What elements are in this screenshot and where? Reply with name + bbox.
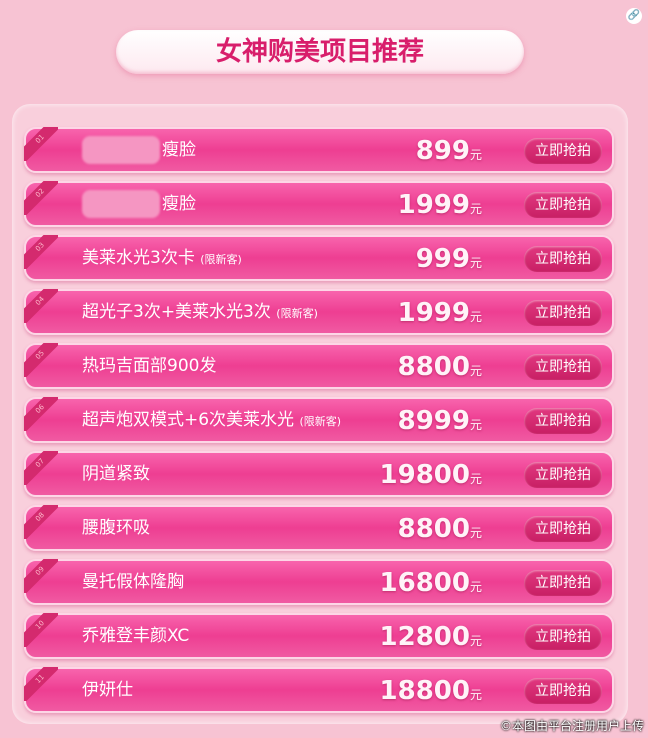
grab-now-button[interactable]: 立即抢拍 <box>524 192 602 218</box>
project-row[interactable]: 09 曼托假体隆胸 16800元 立即抢拍 <box>24 559 614 605</box>
rank-number: 09 <box>24 559 58 593</box>
rank-number: 04 <box>24 289 58 323</box>
rank-ribbon: 05 <box>24 343 58 377</box>
rank-ribbon: 07 <box>24 451 58 485</box>
project-row[interactable]: 04 超光子3次+美莱水光3次 (限新客) 1999元 立即抢拍 <box>24 289 614 335</box>
rank-number: 03 <box>24 235 58 269</box>
rank-ribbon: 08 <box>24 505 58 539</box>
price: 8800元 <box>397 514 482 544</box>
price: 16800元 <box>379 568 482 598</box>
rank-ribbon: 02 <box>24 181 58 215</box>
grab-now-button[interactable]: 立即抢拍 <box>524 570 602 596</box>
grab-now-button[interactable]: 立即抢拍 <box>524 408 602 434</box>
rank-ribbon: 10 <box>24 613 58 647</box>
price: 1999元 <box>397 190 482 220</box>
project-name: 乔雅登丰颜XC <box>82 626 190 646</box>
grab-now-button[interactable]: 立即抢拍 <box>524 138 602 164</box>
project-name: 瘦脸 <box>82 129 196 171</box>
project-name: 伊妍仕 <box>82 680 133 700</box>
rank-ribbon: 03 <box>24 235 58 269</box>
project-row[interactable]: 07 阴道紧致 19800元 立即抢拍 <box>24 451 614 497</box>
rank-number: 02 <box>24 181 58 215</box>
grab-now-button[interactable]: 立即抢拍 <box>524 678 602 704</box>
rank-number: 06 <box>24 397 58 431</box>
rank-number: 11 <box>24 667 58 701</box>
price: 19800元 <box>379 460 482 490</box>
rank-number: 08 <box>24 505 58 539</box>
rank-number: 07 <box>24 451 58 485</box>
watermark: ©本图由平台注册用户上传 <box>499 719 644 733</box>
project-name: 曼托假体隆胸 <box>82 572 184 592</box>
price: 899元 <box>415 136 482 166</box>
project-note: (限新客) <box>299 415 342 428</box>
project-note: (限新客) <box>200 253 242 266</box>
grab-now-button[interactable]: 立即抢拍 <box>524 246 602 272</box>
project-name: 热玛吉面部900发 <box>82 356 217 376</box>
grab-now-button[interactable]: 立即抢拍 <box>524 516 602 542</box>
project-row[interactable]: 01 瘦脸 899元 立即抢拍 <box>24 127 614 173</box>
project-name: 超声炮双模式+6次美莱水光 (限新客) <box>82 410 342 430</box>
rank-ribbon: 09 <box>24 559 58 593</box>
grab-now-button[interactable]: 立即抢拍 <box>524 300 602 326</box>
project-row[interactable]: 05 热玛吉面部900发 8800元 立即抢拍 <box>24 343 614 389</box>
project-row[interactable]: 11 伊妍仕 18800元 立即抢拍 <box>24 667 614 713</box>
project-name: 美莱水光3次卡 (限新客) <box>82 248 242 268</box>
price: 18800元 <box>379 676 482 706</box>
project-name: 超光子3次+美莱水光3次 (限新客) <box>82 302 318 322</box>
project-name: 阴道紧致 <box>82 464 150 484</box>
price: 12800元 <box>379 622 482 652</box>
redacted-block <box>82 136 160 164</box>
project-name: 腰腹环吸 <box>82 518 150 538</box>
project-row[interactable]: 02 瘦脸 1999元 立即抢拍 <box>24 181 614 227</box>
project-row[interactable]: 06 超声炮双模式+6次美莱水光 (限新客) 8999元 立即抢拍 <box>24 397 614 443</box>
grab-now-button[interactable]: 立即抢拍 <box>524 462 602 488</box>
rank-ribbon: 01 <box>24 127 58 161</box>
price: 999元 <box>415 244 482 274</box>
project-row[interactable]: 08 腰腹环吸 8800元 立即抢拍 <box>24 505 614 551</box>
price: 8999元 <box>397 406 482 436</box>
page-title: 女神购美项目推荐 <box>116 30 524 74</box>
rank-ribbon: 04 <box>24 289 58 323</box>
rank-number: 10 <box>24 613 58 647</box>
rank-number: 05 <box>24 343 58 377</box>
grab-now-button[interactable]: 立即抢拍 <box>524 624 602 650</box>
project-name: 瘦脸 <box>82 183 196 225</box>
link-icon[interactable]: 🔗 <box>626 8 642 24</box>
rank-number: 01 <box>24 127 58 161</box>
project-row[interactable]: 10 乔雅登丰颜XC 12800元 立即抢拍 <box>24 613 614 659</box>
project-row[interactable]: 03 美莱水光3次卡 (限新客) 999元 立即抢拍 <box>24 235 614 281</box>
project-note: (限新客) <box>276 307 318 320</box>
price: 8800元 <box>397 352 482 382</box>
redacted-block <box>82 190 160 218</box>
rank-ribbon: 11 <box>24 667 58 701</box>
grab-now-button[interactable]: 立即抢拍 <box>524 354 602 380</box>
rank-ribbon: 06 <box>24 397 58 431</box>
price: 1999元 <box>397 298 482 328</box>
